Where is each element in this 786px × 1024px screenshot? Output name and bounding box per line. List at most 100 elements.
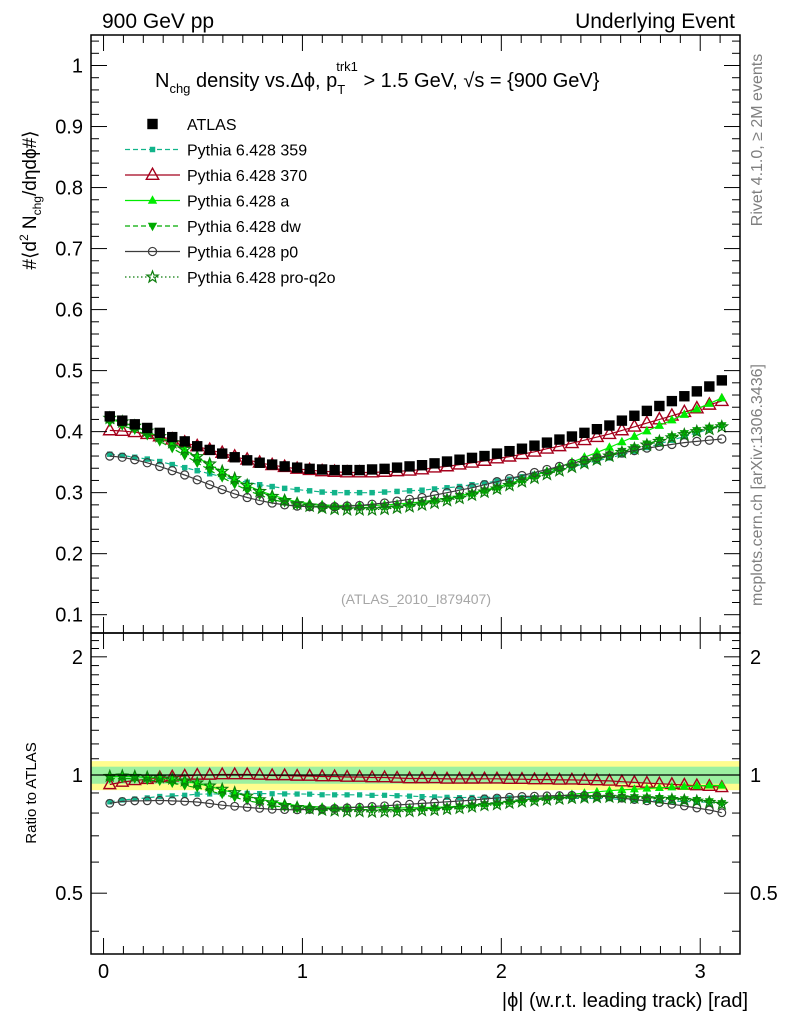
- ratio-point-pythia-6-428-p0: [142, 796, 152, 806]
- ratio-point-pythia-6-428-p0: [692, 803, 702, 813]
- point-pythia-6-428-359: [381, 489, 388, 495]
- point-pythia-6-428-359: [281, 485, 288, 492]
- ratio-point-pythia-6-428-370: [552, 772, 567, 785]
- point-pythia-6-428-p0: [679, 437, 689, 448]
- ratio-point-pythia-6-428-pro-q2o: [340, 804, 355, 818]
- point-pythia-6-428-pro-q2o: [589, 451, 605, 467]
- legend-marker-pythia-6-428-pro-q2o: [145, 269, 160, 284]
- point-atlas: [554, 434, 565, 445]
- point-pythia-6-428-dw: [417, 499, 427, 509]
- ratio-point-pythia-6-428-p0: [654, 798, 664, 808]
- series-layer: [91, 375, 740, 819]
- ratio-point-pythia-6-428-370: [527, 771, 542, 785]
- ratio-point-pythia-6-428-pro-q2o: [389, 804, 405, 818]
- point-pythia-6-428-370: [102, 422, 118, 436]
- point-pythia-6-428-pro-q2o: [352, 501, 367, 516]
- point-pythia-6-428-pro-q2o: [552, 462, 567, 477]
- ratio-point-pythia-6-428-pro-q2o: [352, 804, 367, 818]
- ratio-point-pythia-6-428-p0: [217, 800, 227, 810]
- point-pythia-6-428-p0: [142, 458, 152, 468]
- ratio-point-pythia-6-428-pro-q2o: [439, 801, 455, 816]
- ratio-point-pythia-6-428-a: [692, 780, 702, 790]
- legend-marker-pythia-6-428-p0: [147, 246, 158, 257]
- ratio-point-pythia-6-428-pro-q2o: [652, 791, 667, 805]
- ratio-point-pythia-6-428-pro-q2o: [627, 790, 642, 805]
- title-sup-trk1: trk1: [336, 59, 358, 74]
- point-pythia-6-428-p0: [717, 434, 727, 444]
- rivet-label: Rivet 4.1.0, ≥ 2M events: [749, 54, 766, 226]
- point-pythia-6-428-359: [444, 485, 450, 491]
- ratio-point-pythia-6-428-pro-q2o: [190, 775, 205, 789]
- point-atlas: [591, 423, 603, 435]
- ratio-point-pythia-6-428-pro-q2o: [302, 801, 317, 815]
- ratio-point-pythia-6-428-359: [406, 793, 413, 799]
- ratio-point-pythia-6-428-p0: [455, 796, 464, 806]
- ylabel-part-b: 2: [17, 234, 31, 241]
- point-pythia-6-428-p0: [392, 496, 402, 506]
- point-atlas: [491, 448, 503, 459]
- point-pythia-6-428-dw: [354, 504, 365, 514]
- point-pythia-6-428-pro-q2o: [627, 440, 642, 456]
- point-pythia-6-428-p0: [292, 501, 302, 511]
- point-pythia-6-428-pro-q2o: [477, 484, 492, 499]
- point-pythia-6-428-p0: [230, 489, 240, 499]
- ratio-point-pythia-6-428-p0: [442, 797, 452, 807]
- ratio-point-pythia-6-428-p0: [192, 797, 202, 807]
- point-atlas: [354, 464, 365, 476]
- point-pythia-6-428-pro-q2o: [614, 444, 630, 459]
- ratio-point-pythia-6-428-dw: [455, 803, 464, 812]
- point-pythia-6-428-359: [107, 451, 113, 457]
- ratio-point-pythia-6-428-p0: [480, 794, 489, 804]
- point-atlas: [254, 457, 265, 468]
- point-pythia-6-428-dw: [217, 474, 227, 483]
- ratio-point-pythia-6-428-p0: [517, 792, 527, 801]
- analysis-watermark: (ATLAS_2010_I879407): [341, 591, 491, 607]
- ratio-point-pythia-6-428-p0: [467, 795, 477, 805]
- point-pythia-6-428-359: [306, 488, 313, 494]
- point-pythia-6-428-dw: [429, 497, 440, 507]
- ratio-point-pythia-6-428-pro-q2o: [202, 778, 217, 793]
- legend: ATLAS Pythia 6.428 359 Pythia 6.428 370 Pyt…: [125, 117, 336, 287]
- point-atlas: [679, 391, 690, 402]
- point-pythia-6-428-p0: [192, 475, 202, 485]
- ratio-point-pythia-6-428-pro-q2o: [677, 792, 692, 807]
- ratio-point-pythia-6-428-pro-q2o: [290, 799, 305, 814]
- ratio-point-pythia-6-428-pro-q2o: [714, 796, 729, 811]
- point-pythia-6-428-pro-q2o: [339, 501, 355, 516]
- ratio-point-pythia-6-428-370: [577, 772, 592, 786]
- ratio-point-pythia-6-428-p0: [155, 795, 165, 805]
- point-pythia-6-428-359: [331, 489, 338, 496]
- point-pythia-6-428-a: [604, 442, 615, 451]
- point-pythia-6-428-pro-q2o: [689, 423, 705, 438]
- ratio-point-pythia-6-428-p0: [305, 804, 315, 814]
- ratio-point-pythia-6-428-370: [227, 766, 242, 780]
- point-atlas: [429, 458, 440, 469]
- ratio-point-pythia-6-428-pro-q2o: [702, 794, 717, 809]
- point-pythia-6-428-pro-q2o: [289, 495, 305, 510]
- ratio-point-pythia-6-428-pro-q2o: [539, 792, 555, 806]
- main-y-tick-label: 0.9: [55, 117, 83, 139]
- ratio-point-pythia-6-428-359: [332, 792, 338, 798]
- point-atlas: [579, 427, 590, 439]
- point-pythia-6-428-359: [269, 483, 275, 490]
- point-atlas: [454, 454, 465, 465]
- ratio-point-pythia-6-428-p0: [230, 801, 240, 811]
- point-atlas: [541, 437, 553, 448]
- ratio-point-pythia-6-428-370: [427, 770, 442, 784]
- point-atlas: [566, 431, 578, 442]
- point-pythia-6-428-359: [469, 481, 475, 488]
- point-atlas: [666, 395, 678, 407]
- ratio-point-pythia-6-428-370: [402, 770, 417, 784]
- point-pythia-6-428-p0: [629, 445, 640, 456]
- ratio-point-pythia-6-428-370: [514, 771, 530, 785]
- ratio-point-pythia-6-428-359: [294, 791, 300, 797]
- legend-entry-pythia-6-428-370: Pythia 6.428 370: [125, 166, 307, 185]
- line-pythia-6-428-dw: [109, 421, 722, 509]
- point-pythia-6-428-pro-q2o: [177, 441, 193, 456]
- ratio-point-pythia-6-428-370: [489, 770, 505, 784]
- ratio-point-pythia-6-428-pro-q2o: [577, 790, 592, 804]
- point-atlas: [104, 411, 115, 422]
- main-y-tick-label: 1: [72, 56, 83, 78]
- ratio-point-pythia-6-428-pro-q2o: [489, 797, 505, 811]
- point-pythia-6-428-p0: [379, 498, 390, 508]
